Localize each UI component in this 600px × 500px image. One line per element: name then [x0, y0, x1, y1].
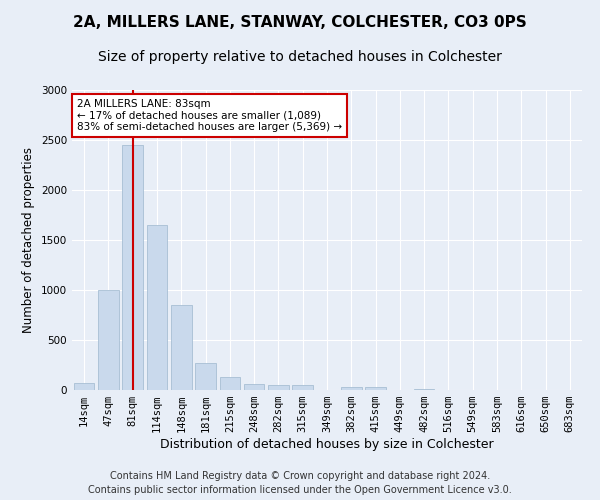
Bar: [195, 362, 216, 390]
Bar: [146, 225, 167, 390]
Bar: [244, 384, 265, 390]
Bar: [341, 387, 362, 390]
Bar: [74, 382, 94, 390]
Bar: [365, 387, 386, 390]
Text: Contains HM Land Registry data © Crown copyright and database right 2024.
Contai: Contains HM Land Registry data © Crown c…: [88, 471, 512, 495]
Bar: [292, 385, 313, 390]
X-axis label: Distribution of detached houses by size in Colchester: Distribution of detached houses by size …: [160, 438, 494, 451]
Bar: [98, 290, 119, 390]
Bar: [220, 377, 240, 390]
Text: Size of property relative to detached houses in Colchester: Size of property relative to detached ho…: [98, 50, 502, 64]
Y-axis label: Number of detached properties: Number of detached properties: [22, 147, 35, 333]
Bar: [414, 389, 434, 390]
Bar: [171, 305, 191, 390]
Text: 2A MILLERS LANE: 83sqm
← 17% of detached houses are smaller (1,089)
83% of semi-: 2A MILLERS LANE: 83sqm ← 17% of detached…: [77, 99, 342, 132]
Text: 2A, MILLERS LANE, STANWAY, COLCHESTER, CO3 0PS: 2A, MILLERS LANE, STANWAY, COLCHESTER, C…: [73, 15, 527, 30]
Bar: [268, 385, 289, 390]
Bar: [122, 145, 143, 390]
